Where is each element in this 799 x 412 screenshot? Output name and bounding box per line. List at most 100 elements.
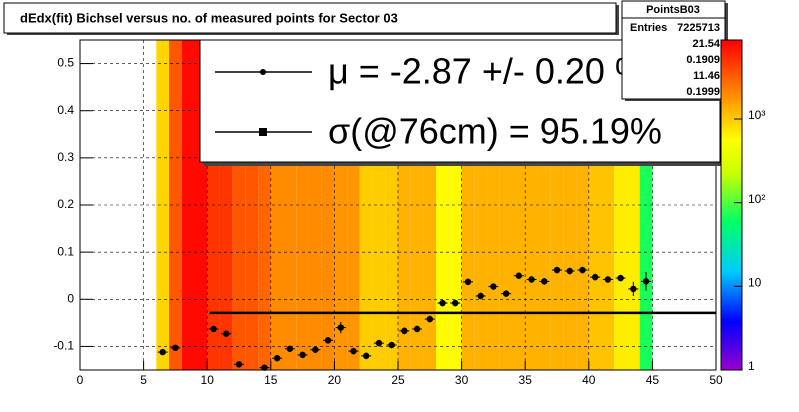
y-tick-label: -0.1 bbox=[53, 339, 74, 353]
palette-step bbox=[721, 128, 742, 132]
palette-step bbox=[721, 218, 742, 222]
palette-step bbox=[721, 334, 742, 338]
palette-step bbox=[721, 67, 742, 71]
profile-point bbox=[566, 267, 573, 275]
palette-step bbox=[721, 117, 742, 121]
profile-point bbox=[579, 266, 586, 274]
profile-point bbox=[286, 345, 294, 352]
palette-step bbox=[721, 106, 742, 110]
palette-step bbox=[721, 213, 742, 217]
stats-values: 21.54 0.1909 11.46 0.1999 bbox=[686, 38, 721, 98]
profile-point bbox=[515, 272, 523, 279]
palette-step bbox=[721, 114, 742, 118]
legend-marker bbox=[259, 128, 267, 136]
palette-step bbox=[721, 295, 742, 299]
palette-step bbox=[721, 320, 742, 324]
palette-step bbox=[721, 331, 742, 335]
palette-step bbox=[721, 56, 742, 60]
palette-step bbox=[721, 235, 742, 239]
stats-value: 0.1999 bbox=[686, 86, 720, 98]
palette-step bbox=[721, 216, 742, 220]
palette-step bbox=[721, 359, 742, 363]
palette-step bbox=[721, 229, 742, 233]
palette-step bbox=[721, 48, 742, 52]
palette-step bbox=[721, 122, 742, 126]
profile-point bbox=[464, 278, 472, 286]
palette-step bbox=[721, 152, 742, 156]
profile-point bbox=[235, 361, 243, 368]
profile-point bbox=[350, 347, 357, 355]
palette-step bbox=[721, 59, 742, 63]
profile-point bbox=[490, 283, 497, 290]
profile-point bbox=[324, 337, 332, 344]
palette-step bbox=[721, 262, 742, 266]
palette-step bbox=[721, 100, 742, 104]
palette-step bbox=[721, 246, 742, 250]
chart-title: dEdx(fit) Bichsel versus no. of measured… bbox=[20, 10, 398, 25]
palette-step bbox=[721, 139, 742, 143]
palette-step bbox=[721, 183, 742, 187]
y-tick-label: 0.5 bbox=[57, 56, 74, 70]
palette-step bbox=[721, 133, 742, 137]
profile-point bbox=[477, 292, 484, 300]
legend-entry: μ = -2.87 +/- 0.20 % bbox=[328, 51, 647, 92]
profile-point bbox=[388, 341, 395, 349]
palette-step bbox=[721, 84, 742, 88]
palette-step bbox=[721, 163, 742, 167]
x-tick-label: 40 bbox=[582, 373, 596, 387]
profile-point bbox=[642, 278, 650, 285]
palette-step bbox=[721, 40, 742, 44]
palette-step bbox=[721, 257, 742, 261]
x-tick-label: 15 bbox=[264, 373, 278, 387]
palette-step bbox=[721, 194, 742, 198]
x-tick-label: 50 bbox=[709, 373, 723, 387]
palette-step bbox=[721, 191, 742, 195]
palette-step bbox=[721, 136, 742, 140]
profile-point bbox=[223, 330, 230, 337]
palette-step bbox=[721, 279, 742, 283]
palette-step bbox=[721, 51, 742, 55]
palette-step bbox=[721, 260, 742, 264]
palette-step bbox=[721, 284, 742, 288]
x-tick-label: 45 bbox=[646, 373, 660, 387]
palette-step bbox=[721, 315, 742, 319]
palette-step bbox=[721, 309, 742, 313]
palette-step bbox=[721, 172, 742, 176]
palette-step bbox=[721, 276, 742, 280]
palette-step bbox=[721, 323, 742, 327]
palette-step bbox=[721, 141, 742, 145]
y-tick-label: 0 bbox=[67, 291, 74, 305]
x-tick-label: 0 bbox=[77, 373, 84, 387]
palette-step bbox=[721, 97, 742, 101]
z-tick-label: 10 bbox=[748, 276, 762, 290]
palette-step bbox=[721, 53, 742, 57]
profile-point bbox=[413, 325, 421, 333]
palette-step bbox=[721, 350, 742, 354]
stats-value: 7225713 bbox=[677, 22, 720, 34]
profile-point bbox=[312, 346, 319, 353]
z-tick-label: 10³ bbox=[748, 108, 765, 122]
profile-point bbox=[604, 276, 612, 283]
palette-step bbox=[721, 161, 742, 165]
palette-step bbox=[721, 147, 742, 151]
palette-step bbox=[721, 298, 742, 302]
palette-step bbox=[721, 271, 742, 275]
x-tick-label: 25 bbox=[391, 373, 405, 387]
palette-step bbox=[721, 180, 742, 184]
palette-step bbox=[721, 119, 742, 123]
palette-step bbox=[721, 158, 742, 162]
profile-point bbox=[172, 344, 179, 352]
palette-step bbox=[721, 205, 742, 209]
stats-value: 11.46 bbox=[693, 70, 720, 82]
palette-step bbox=[721, 240, 742, 244]
palette-step bbox=[721, 174, 742, 178]
x-tick-label: 20 bbox=[328, 373, 342, 387]
palette-step bbox=[721, 238, 742, 242]
palette-step bbox=[721, 166, 742, 170]
y-tick-label: 0.3 bbox=[57, 150, 74, 164]
palette-step bbox=[721, 169, 742, 173]
palette-step bbox=[721, 86, 742, 90]
palette-step bbox=[721, 177, 742, 181]
palette-step bbox=[721, 337, 742, 341]
